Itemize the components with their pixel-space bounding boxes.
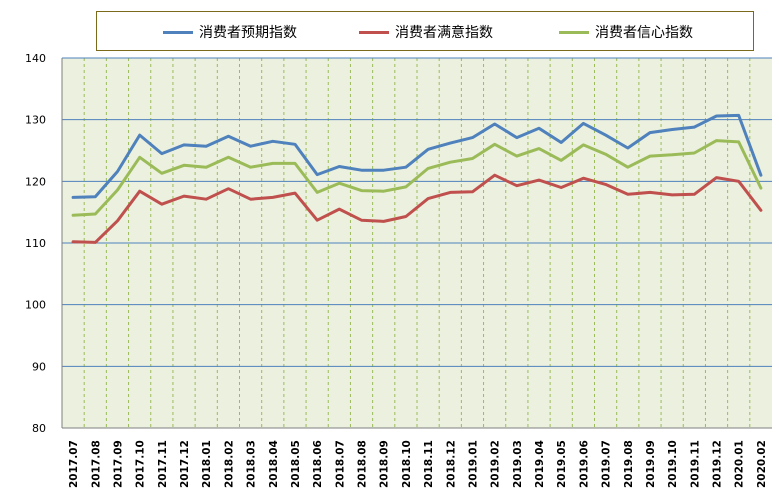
y-tick-labels: 80 90 100 110 120 130 140 — [25, 52, 46, 435]
x-tick-label: 2018.09 — [379, 440, 391, 488]
x-tick-label: 2018.11 — [423, 440, 435, 488]
x-tick-label: 2018.10 — [401, 440, 413, 488]
x-tick-label: 2020.02 — [756, 440, 768, 488]
x-tick-label: 2018.03 — [246, 440, 258, 488]
y-tick-label: 110 — [25, 237, 46, 250]
x-tick-label: 2019.12 — [712, 440, 724, 488]
x-tick-label: 2017.09 — [112, 440, 124, 488]
x-tick-label: 2018.01 — [201, 440, 213, 488]
x-tick-label: 2019.06 — [578, 440, 590, 488]
legend-swatch-confidence — [559, 30, 589, 34]
x-tick-labels: 2017.07 2017.08 2017.09 2017.10 2017.11 2017.… — [68, 440, 768, 488]
x-tick-label: 2019.10 — [667, 440, 679, 488]
x-tick-label: 2017.08 — [90, 440, 102, 488]
legend-item-satisfaction: 消费者满意指数 — [359, 12, 493, 52]
x-tick-label: 2019.03 — [512, 440, 524, 488]
x-tick-label: 2018.02 — [223, 440, 235, 488]
x-tick-label: 2020.01 — [734, 440, 746, 488]
x-tick-label: 2019.05 — [556, 440, 568, 488]
gridlines — [62, 57, 772, 428]
x-tick-label: 2017.10 — [135, 440, 147, 488]
legend-label-satisfaction: 消费者满意指数 — [395, 25, 493, 41]
legend-label-confidence: 消费者信心指数 — [595, 25, 693, 41]
y-tick-label: 140 — [25, 52, 46, 65]
series-line-2 — [71, 139, 763, 217]
legend-swatch-expectation — [163, 30, 193, 34]
y-tick-label: 80 — [32, 422, 46, 435]
x-tick-label: 2018.05 — [290, 440, 302, 488]
legend-swatch-satisfaction — [359, 30, 389, 34]
axes — [61, 58, 772, 429]
legend: 消费者预期指数 消费者满意指数 消费者信心指数 — [96, 11, 754, 51]
series-lines — [71, 113, 763, 244]
x-tick-label: 2017.07 — [68, 440, 80, 488]
legend-item-expectation: 消费者预期指数 — [163, 12, 297, 52]
x-tick-label: 2018.07 — [334, 440, 346, 488]
series-line-0 — [71, 113, 763, 199]
legend-item-confidence: 消费者信心指数 — [559, 12, 693, 52]
x-tick-label: 2019.08 — [623, 440, 635, 488]
x-tick-label: 2018.06 — [312, 440, 324, 488]
x-tick-label: 2019.11 — [689, 440, 701, 488]
y-tick-label: 130 — [25, 114, 46, 127]
x-tick-label: 2019.02 — [490, 440, 502, 488]
x-tick-label: 2017.12 — [179, 440, 191, 488]
y-tick-label: 100 — [25, 299, 46, 312]
series-line-1 — [71, 173, 763, 244]
x-tick-label: 2018.04 — [268, 440, 280, 488]
y-tick-label: 120 — [25, 175, 46, 188]
legend-label-expectation: 消费者预期指数 — [199, 25, 297, 41]
x-tick-label: 2017.11 — [157, 440, 169, 488]
x-tick-label: 2019.04 — [534, 440, 546, 488]
x-tick-label: 2019.01 — [467, 440, 479, 488]
x-tick-label: 2018.08 — [357, 440, 369, 488]
x-tick-label: 2019.09 — [645, 440, 657, 488]
x-tick-label: 2019.07 — [601, 440, 613, 488]
y-tick-label: 90 — [32, 360, 46, 373]
x-tick-label: 2018.12 — [445, 440, 457, 488]
